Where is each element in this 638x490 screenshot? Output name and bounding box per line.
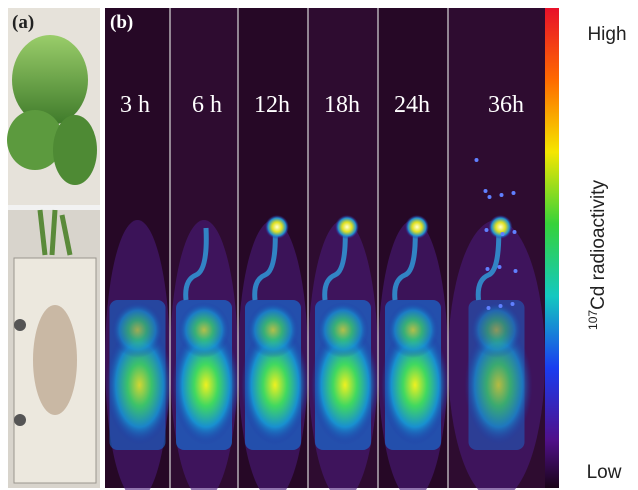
root-hotspot	[112, 302, 164, 358]
speckle	[499, 304, 503, 308]
clamp	[14, 319, 26, 331]
roots	[33, 305, 77, 415]
speckle	[501, 232, 505, 236]
colorbar	[545, 8, 559, 488]
time-label: 12h	[254, 92, 290, 118]
speckle	[514, 269, 518, 273]
leaf	[53, 115, 97, 185]
panel-label: (b)	[110, 12, 133, 33]
figure: (a) 3 h 6 h 12h 18h 24h 36h (b) High Low 107C…	[0, 0, 638, 490]
time-label: 24h	[394, 92, 430, 118]
speckle	[513, 230, 517, 234]
time-label: 18h	[324, 92, 360, 118]
speckle	[512, 191, 516, 195]
speckle	[484, 189, 488, 193]
node-hotspot	[405, 215, 429, 239]
speckle	[500, 193, 504, 197]
node-hotspot	[335, 215, 359, 239]
colorbar-high: High	[587, 24, 626, 45]
isotope-mass: 107	[586, 310, 600, 330]
rim	[8, 205, 100, 210]
root-hotspot	[387, 302, 439, 358]
root-hotspot	[471, 302, 523, 358]
panel-b: 3 h 6 h 12h 18h 24h 36h	[105, 8, 545, 490]
leaf	[12, 35, 88, 125]
panel-label: (a)	[12, 12, 34, 33]
speckle	[486, 267, 490, 271]
clamp	[14, 414, 26, 426]
colorbar-low: Low	[587, 462, 622, 483]
node-hotspot	[489, 215, 513, 239]
speckle	[498, 265, 502, 269]
root-hotspot	[317, 302, 369, 358]
time-label: 36h	[488, 92, 524, 118]
time-label: 3 h	[120, 92, 150, 118]
colorbar-title: 107Cd radioactivity	[586, 180, 609, 330]
speckle	[487, 306, 491, 310]
speckle	[488, 195, 492, 199]
speckle	[511, 302, 515, 306]
panel-a: (a)	[7, 8, 100, 488]
speckle	[475, 158, 479, 162]
speckle	[485, 228, 489, 232]
node-hotspot	[265, 215, 289, 239]
root-hotspot	[247, 302, 299, 358]
root-hotspot	[178, 302, 230, 358]
time-label: 6 h	[192, 92, 222, 118]
colorbar-title-text: Cd radioactivity	[588, 180, 609, 310]
